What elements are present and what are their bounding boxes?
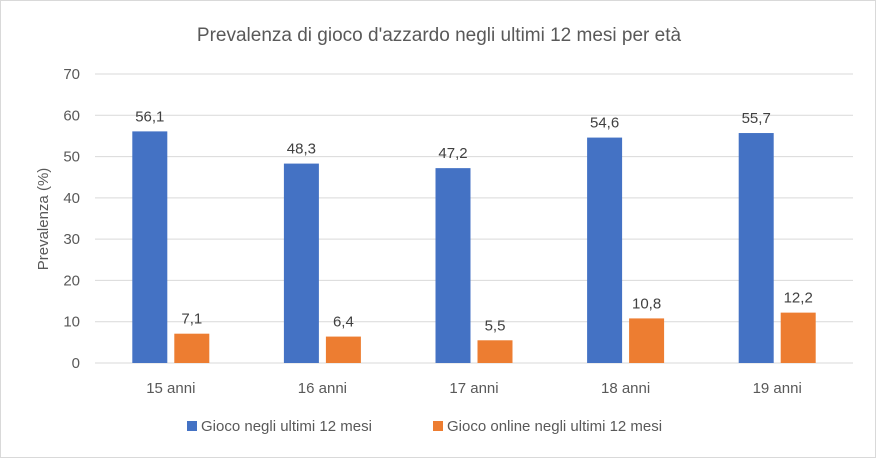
data-label: 10,8 xyxy=(632,295,661,312)
y-tick-label: 40 xyxy=(63,190,80,207)
data-label: 5,5 xyxy=(485,317,506,334)
x-axis-categories: 15 anni 16 anni 17 anni 18 anni 19 anni xyxy=(146,380,802,397)
x-category-label: 17 anni xyxy=(449,380,498,397)
y-axis-label: Prevalenza (%) xyxy=(35,168,52,271)
bar-gioco xyxy=(132,131,168,363)
legend-swatch-gioco xyxy=(187,421,197,431)
y-axis-ticks: 0 10 20 30 40 50 60 70 xyxy=(63,66,80,372)
bar-gioco xyxy=(283,163,319,363)
data-label: 6,4 xyxy=(333,314,354,331)
y-tick-label: 60 xyxy=(63,107,80,124)
bar-gioco-online xyxy=(629,318,665,363)
bar-gioco xyxy=(435,168,471,363)
x-category-label: 16 anni xyxy=(298,380,347,397)
legend-label: Gioco online negli ultimi 12 mesi xyxy=(447,418,662,435)
y-tick-label: 10 xyxy=(63,314,80,331)
bar-gioco xyxy=(738,133,774,363)
bar-gioco xyxy=(587,137,623,363)
x-category-label: 18 anni xyxy=(601,380,650,397)
legend-swatch-gioco-online xyxy=(433,421,443,431)
data-label: 54,6 xyxy=(590,115,619,132)
data-label: 47,2 xyxy=(438,145,467,162)
gridlines xyxy=(95,73,853,364)
data-label: 48,3 xyxy=(287,141,316,158)
bar-gioco-online xyxy=(477,340,513,363)
bars: 56,1 7,1 48,3 6,4 47,2 5,5 54,6 10,8 55,7 12,2 xyxy=(132,108,816,363)
y-tick-label: 20 xyxy=(63,272,80,289)
x-category-label: 19 anni xyxy=(753,380,802,397)
y-tick-label: 70 xyxy=(63,66,80,83)
legend-label: Gioco negli ultimi 12 mesi xyxy=(201,418,372,435)
legend: Gioco negli ultimi 12 mesi Gioco online n… xyxy=(187,418,662,435)
y-tick-label: 0 xyxy=(72,355,80,372)
data-label: 12,2 xyxy=(784,290,813,307)
data-label: 55,7 xyxy=(742,110,771,127)
chart-title: Prevalenza di gioco d'azzardo negli ulti… xyxy=(197,25,682,46)
bar-gioco-online xyxy=(174,333,210,363)
bar-gioco-online xyxy=(780,312,816,363)
data-label: 7,1 xyxy=(181,311,202,328)
y-tick-label: 30 xyxy=(63,231,80,248)
bar-gioco-online xyxy=(325,336,361,363)
x-category-label: 15 anni xyxy=(146,380,195,397)
data-label: 56,1 xyxy=(135,108,164,125)
y-tick-label: 50 xyxy=(63,149,80,166)
